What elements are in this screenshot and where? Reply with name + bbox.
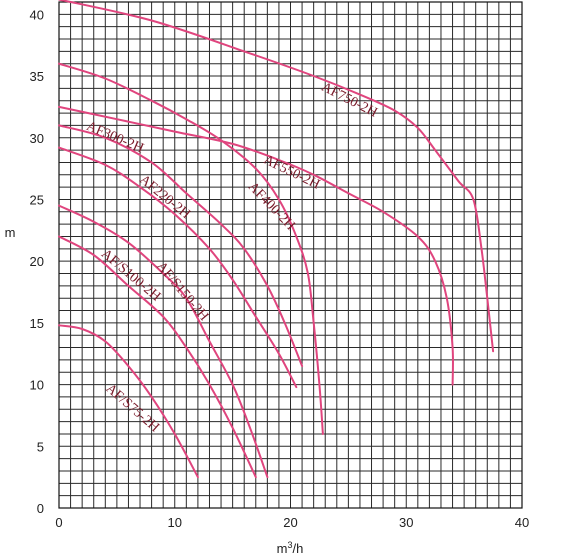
y-tick-label: 35: [30, 69, 44, 84]
curve-af-s75-2h: [58, 324, 199, 479]
curve-label: AF220-2H: [136, 172, 193, 222]
y-tick-label: 30: [30, 131, 44, 146]
plot-frame: [58, 1, 523, 509]
curves: [58, 0, 495, 479]
grid: [58, 1, 523, 509]
y-tick-label: 0: [37, 501, 44, 516]
y-tick-label: 5: [37, 439, 44, 454]
x-tick-label: 0: [55, 515, 62, 530]
y-tick-label: 40: [30, 7, 44, 22]
y-tick-label: 10: [30, 378, 44, 393]
y-axis-label: m: [5, 225, 16, 240]
y-tick-label: 20: [30, 254, 44, 269]
x-tick-label: 20: [283, 515, 297, 530]
x-tick-label: 30: [399, 515, 413, 530]
curve-af400-2h: [58, 62, 324, 435]
y-tick-label: 15: [30, 316, 44, 331]
curve-af550-2h: [58, 105, 454, 386]
curve-af220-2h: [58, 146, 298, 389]
curve-af750-2h: [58, 0, 495, 353]
curve-af-s150-2h: [58, 204, 269, 479]
x-tick-label: 10: [168, 515, 182, 530]
x-axis-label: m3/h: [277, 540, 304, 556]
curve-af-s100-2h: [58, 235, 257, 479]
curve-label: AF/S75-2H: [103, 381, 162, 435]
tick-labels: 0 10 20 30 40 0 5 10 15 20 25 30 35 40: [30, 7, 530, 530]
x-tick-label: 40: [515, 515, 529, 530]
curve-label: AF/S100-2H: [98, 247, 163, 305]
y-tick-label: 25: [30, 192, 44, 207]
curve-af300-2h: [58, 124, 304, 368]
